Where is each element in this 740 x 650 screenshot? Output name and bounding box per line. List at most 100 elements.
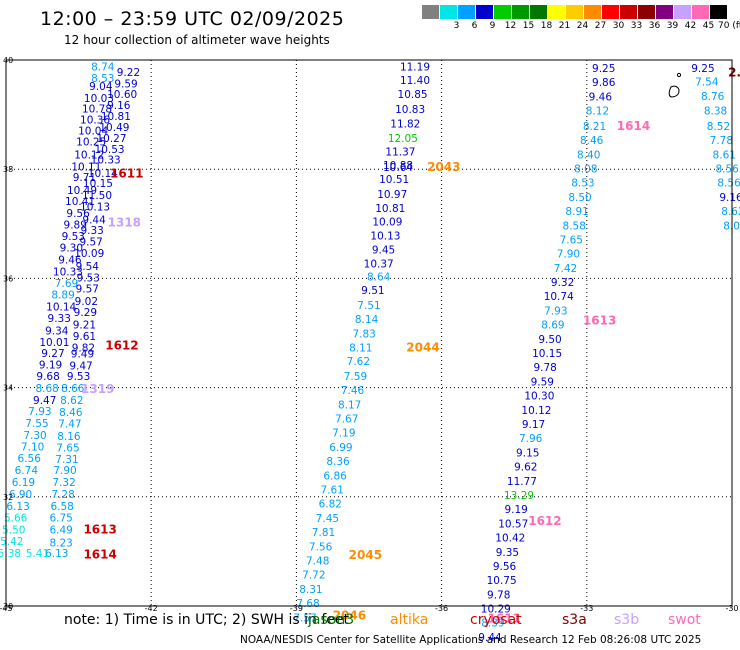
wave-height-value: 8.66 (61, 383, 85, 395)
wave-height-value: 9.17 (522, 419, 545, 431)
wave-height-value: 10.33 (53, 267, 83, 279)
wave-height-value: 9.86 (592, 77, 616, 89)
coastline-island (668, 72, 682, 98)
wave-height-value: 12.05 (388, 133, 418, 145)
wave-height-value: 7.68 (296, 598, 319, 610)
wave-height-value: 7.45 (316, 513, 339, 525)
wave-height-value: 9.30 (60, 243, 83, 255)
wave-height-value: 9.47 (33, 395, 56, 407)
wave-height-value: 9.04 (89, 81, 113, 93)
legend-label: 6 (471, 21, 478, 31)
wave-height-value: 5.66 (4, 512, 28, 524)
wave-height-value: 10.04 (78, 125, 108, 137)
wave-height-value: 7.72 (302, 570, 325, 582)
wave-height-value: 8.11 (349, 343, 372, 355)
legend-label: 24 (576, 21, 589, 31)
wave-height-value: 10.15 (83, 178, 113, 190)
wave-height-value: 9.22 (117, 67, 140, 79)
wave-height-value: 8.58 (563, 220, 586, 232)
satellite-legend-item: cryosat (470, 612, 522, 628)
wave-height-value: 10.49 (67, 185, 97, 197)
legend-label: 42 (684, 21, 697, 31)
wave-height-value: 8.76 (701, 91, 725, 103)
wave-height-value: 9.56 (493, 561, 517, 573)
legend-swatch (530, 5, 547, 19)
wave-height-value: 8.91 (565, 206, 588, 218)
legend-swatch (638, 5, 655, 19)
pass-number-label: 1614 (617, 119, 650, 133)
wave-height-value: 9.53 (77, 273, 100, 285)
wave-height-value: 8.50 (568, 192, 591, 204)
satellite-legend-item: s3b (614, 612, 640, 628)
wave-height-value: 7.19 (332, 428, 355, 440)
wave-height-value: 13.29 (504, 490, 534, 502)
wave-height-value: 10.53 (95, 144, 125, 156)
wave-height-value: 10.15 (532, 348, 562, 360)
wave-height-value: 6.90 (9, 489, 32, 501)
wave-height-value: 7.96 (519, 433, 543, 445)
legend-label: 36 (648, 21, 661, 31)
wave-height-value: 6.74 (15, 465, 39, 477)
wave-height-value: 8.56 (715, 163, 739, 175)
legend-label: 70 (ft) (718, 21, 740, 31)
wave-height-value: 9.33 (80, 225, 103, 237)
pass-number-label: 1612 (105, 338, 138, 352)
legend-label: 3 (453, 21, 460, 31)
wave-height-value: 7.78 (710, 135, 733, 147)
longitude-label: -30 (725, 604, 738, 613)
wave-height-value: 11.19 (400, 61, 430, 73)
wave-height-value: 8.61 (713, 149, 736, 161)
wave-height-value: 7.46 (341, 385, 365, 397)
wave-height-value: 9.46 (589, 91, 613, 103)
wave-height-value: 8.40 (577, 149, 600, 161)
legend-swatch (476, 5, 493, 19)
pass-number-label: 1611 (488, 611, 521, 625)
wave-height-value: 8.56 (717, 178, 740, 190)
wave-height-value: 8.62 (60, 395, 83, 407)
wave-height-value: 9.19 (39, 359, 62, 371)
pass-number-label: 2... (728, 65, 740, 79)
wave-height-value: 5.41 (26, 548, 49, 560)
wave-height-value: 9.02 (75, 296, 98, 308)
pass-labels-layer: 1611 1318 1612 1319 1613 1614 2043 2044 2045 2046… (81, 65, 740, 625)
wave-height-value: 8.14 (355, 314, 379, 326)
wave-height-value: 9.59 (114, 78, 137, 90)
wave-height-value: 9.50 (538, 334, 561, 346)
wave-height-value: 10.74 (544, 291, 574, 303)
satellite-legend-item: s3a (562, 612, 587, 628)
wave-height-value: 5.42 (0, 536, 23, 548)
wave-height-value: 9.68 (36, 371, 59, 383)
wave-height-value: 10.83 (395, 104, 425, 116)
wave-height-value: 6.19 (12, 477, 35, 489)
wave-height-value: 8.16 (57, 431, 81, 443)
satellite-legend-item: altika (390, 612, 429, 628)
wave-height-value: 8.53 (91, 73, 114, 85)
wave-height-value: 6.56 (18, 453, 42, 465)
pass-number-label: 1613 (83, 522, 116, 536)
legend-label: 39 (666, 21, 679, 31)
wave-height-value: 7.93 (28, 406, 51, 418)
wave-height-value: 7.59 (344, 371, 367, 383)
page-title: 12:00 – 23:59 UTC 02/09/2025 (40, 8, 345, 30)
latitude-label: 34 (3, 384, 13, 393)
wave-height-value: 10.13 (370, 231, 400, 243)
wave-height-value: 9.25 (592, 63, 615, 75)
legend-label: 27 (594, 21, 607, 31)
legend-swatch (422, 5, 439, 19)
wave-height-value: 7.65 (560, 234, 583, 246)
pass-number-label: 2045 (349, 548, 382, 562)
wave-height-value: 8.74 (91, 61, 115, 73)
wave-height-value: 8.64 (367, 272, 391, 284)
legend-label: 30 (612, 21, 625, 31)
wave-height-value: 9.57 (76, 284, 99, 296)
wave-height-value: 10.12 (521, 405, 551, 417)
longitude-label: -36 (435, 604, 448, 613)
wave-height-value: 10.97 (377, 189, 407, 201)
wave-height-value: 7.67 (335, 414, 358, 426)
pass-number-label: 2046 (333, 609, 366, 623)
pass-number-label: 1318 (108, 216, 141, 230)
wave-height-value: 9.57 (79, 237, 102, 249)
wave-height-value: 9.19 (504, 504, 527, 516)
legend-label: 21 (558, 21, 571, 31)
wave-height-value: 10.57 (498, 518, 528, 530)
